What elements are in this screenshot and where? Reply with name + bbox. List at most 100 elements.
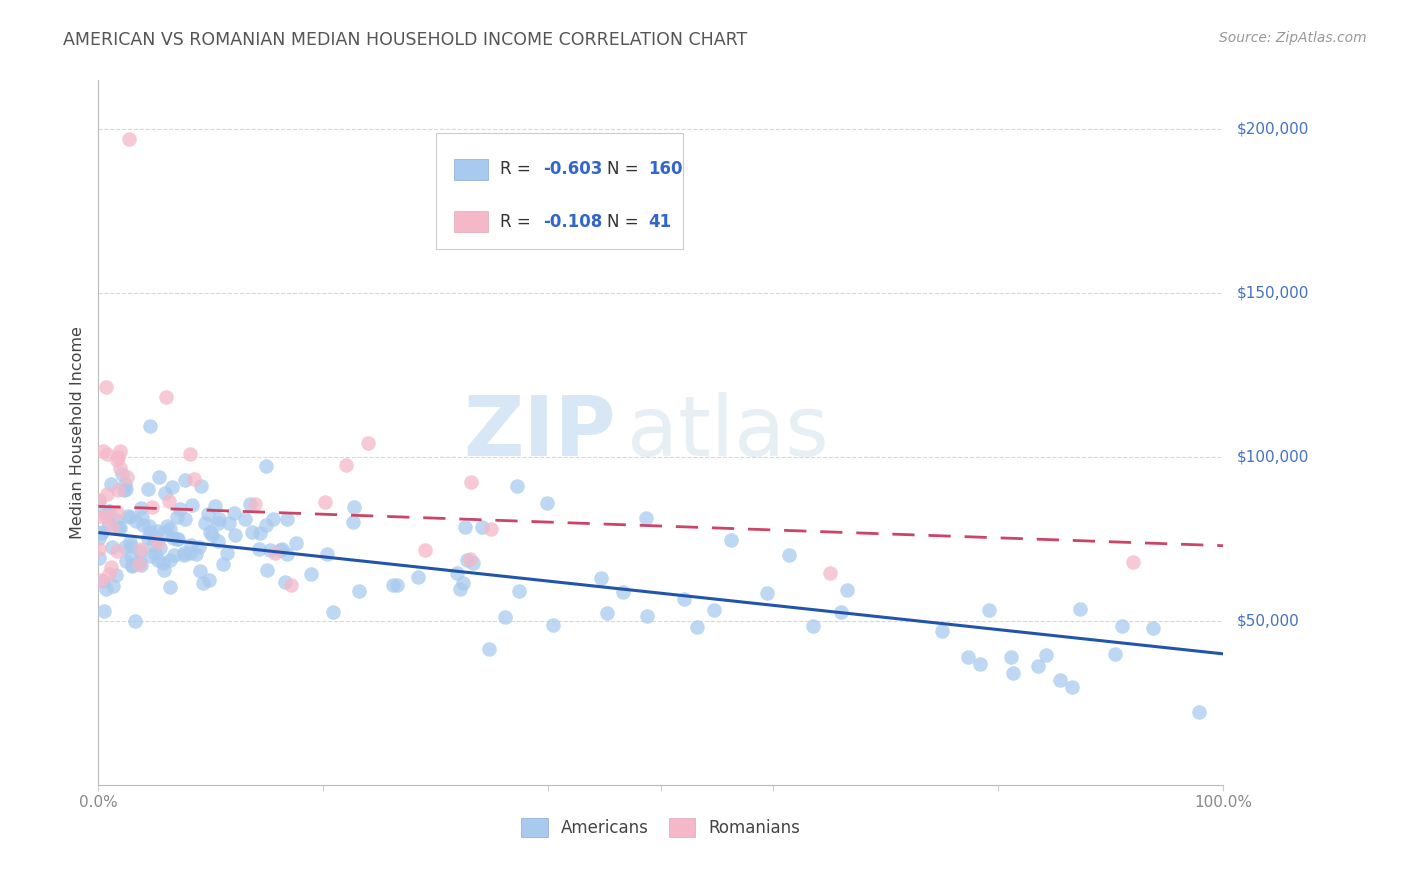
Point [478,642,501,657]
Point [188,540,211,554]
Point [155,390,177,404]
Point [456,553,478,567]
FancyBboxPatch shape [454,159,488,180]
Point [274,575,297,590]
Text: N =: N = [607,161,644,178]
Point [249,526,271,541]
Point [207,516,229,530]
Point [90,573,112,587]
Point [160,480,183,494]
Point [103,579,125,593]
Point [322,605,344,619]
Point [153,486,176,500]
Point [105,505,128,519]
Point [159,553,181,567]
Text: -0.108: -0.108 [543,213,602,231]
Text: $200,000: $200,000 [1237,122,1309,137]
Point [149,541,172,556]
Text: N =: N = [607,213,644,231]
Point [104,568,127,582]
Point [543,617,565,632]
Point [211,557,233,571]
Point [254,459,277,474]
Point [636,608,658,623]
Point [139,524,162,539]
Point [143,532,166,546]
Point [316,547,339,561]
Point [114,477,136,491]
Point [200,528,222,542]
Point [146,553,169,567]
Point [1187,705,1209,719]
Point [107,483,129,498]
Point [138,419,160,434]
Point [224,528,246,542]
Point [188,564,211,578]
Point [589,571,612,585]
Point [1060,680,1083,694]
Point [183,472,205,486]
Point [494,609,516,624]
Point [136,482,159,496]
Point [117,470,139,484]
Point [197,507,219,521]
Point [382,578,405,592]
Point [460,475,482,489]
Point [156,519,179,533]
Point [90,525,112,540]
Point [152,556,174,570]
Point [720,533,742,548]
Text: -0.603: -0.603 [543,161,602,178]
Point [285,536,308,550]
Text: atlas: atlas [627,392,828,473]
Point [1069,601,1091,615]
Point [449,582,471,597]
Point [1035,648,1057,662]
Point [1122,555,1144,569]
Point [969,657,991,671]
Text: $150,000: $150,000 [1237,285,1309,301]
Point [259,543,281,558]
Point [101,519,124,533]
Point [138,519,160,533]
Text: $100,000: $100,000 [1237,450,1309,465]
Point [146,535,169,549]
Point [107,520,129,534]
Point [536,496,558,510]
Point [98,504,121,518]
Point [801,619,824,633]
Point [110,521,132,535]
Point [174,512,197,526]
Point [89,551,111,566]
Point [612,584,634,599]
Point [169,501,191,516]
Point [91,444,114,458]
Point [152,525,174,540]
Point [118,132,141,146]
Point [163,548,186,562]
Point [1028,658,1050,673]
Point [508,583,530,598]
Point [818,566,841,580]
Point [204,499,226,513]
Point [141,536,163,550]
Point [166,509,188,524]
Point [93,506,115,520]
Point [121,558,143,573]
Point [120,539,142,553]
Point [124,614,146,628]
Point [129,558,152,572]
Point [96,486,118,500]
Point [451,576,474,591]
Text: 160: 160 [648,161,683,178]
Point [218,516,240,531]
Point [162,531,184,545]
Point [247,541,270,556]
Point [148,469,170,483]
Point [264,545,287,559]
Point [159,580,181,594]
Point [93,604,115,618]
Point [111,467,134,481]
Point [166,532,188,546]
Point [100,540,122,554]
